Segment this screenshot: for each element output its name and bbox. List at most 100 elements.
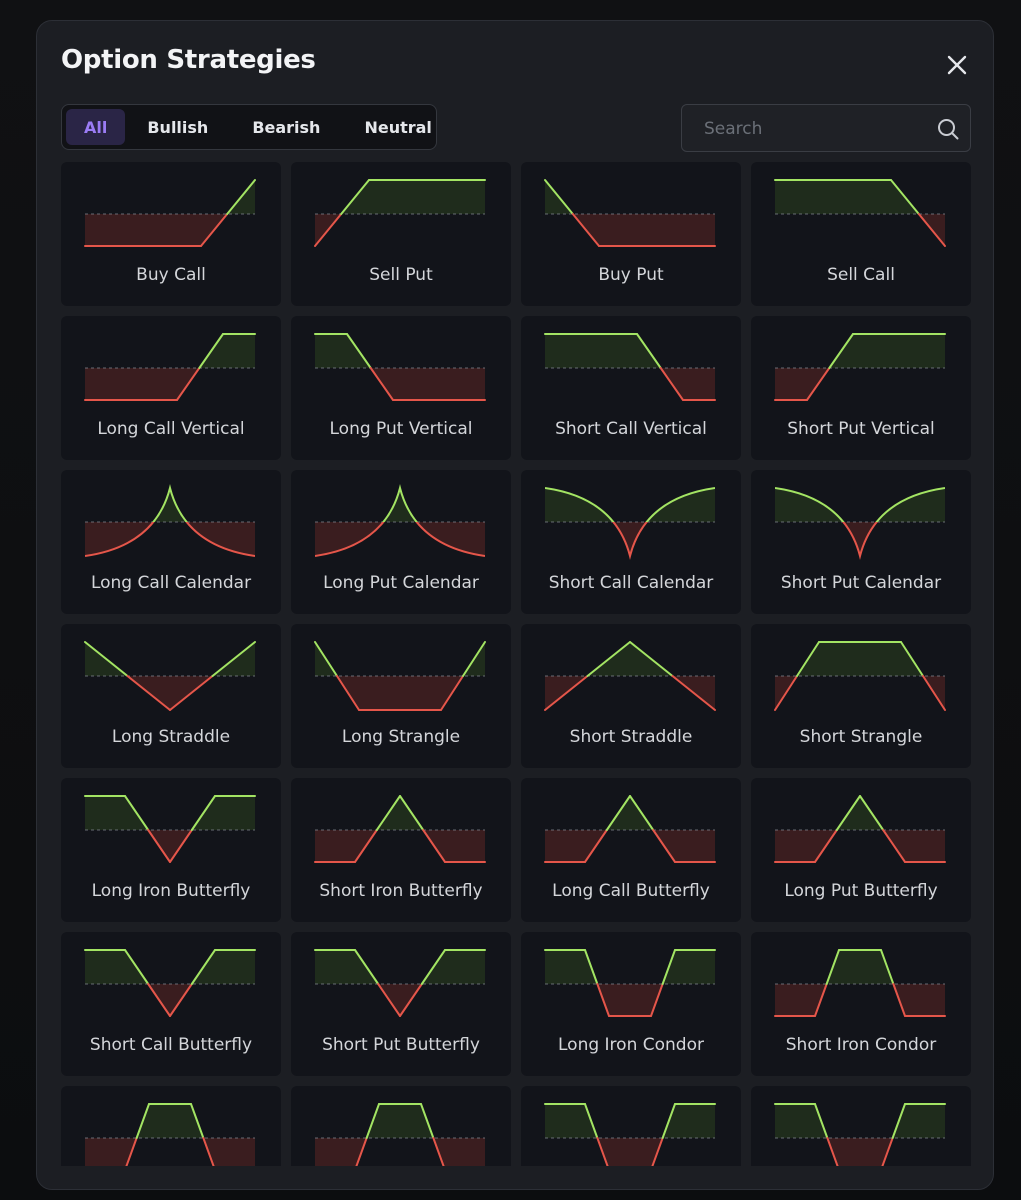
payoff-line-profit — [151, 484, 189, 522]
payoff-line-loss — [584, 829, 608, 863]
payoff-line-loss — [422, 829, 446, 863]
payoff-line-profit — [775, 487, 945, 522]
payoff-line-loss — [377, 983, 401, 1017]
strategy-card[interactable]: Buy Put — [521, 162, 741, 306]
payoff-line-loss — [169, 829, 193, 863]
strategy-card-label: Long Put Calendar — [323, 573, 479, 593]
strategy-card[interactable]: Short Strangle — [751, 624, 971, 768]
strategy-card[interactable]: Long Put Calendar — [291, 470, 511, 614]
strategy-card[interactable]: Short Put Vertical — [751, 316, 971, 460]
loss-area — [315, 830, 485, 862]
payoff-chart-icon — [315, 484, 485, 557]
strategy-card[interactable]: Long Call Vertical — [61, 316, 281, 460]
payoff-chart-icon — [544, 795, 716, 863]
payoff-line-profit — [545, 487, 715, 522]
payoff-line-loss — [826, 1137, 839, 1166]
payoff-line-loss — [596, 1137, 609, 1166]
strategy-card[interactable]: Buy Call — [61, 162, 281, 306]
strategy-card[interactable]: Long Call Butterfly — [521, 778, 741, 922]
profit-area — [315, 642, 485, 676]
payoff-line-profit — [190, 795, 216, 831]
loss-area — [775, 522, 945, 556]
strategy-card[interactable]: Sell Put — [291, 162, 511, 306]
strategy-card[interactable]: Short Iron Butterfly — [291, 778, 511, 922]
payoff-line-loss — [814, 983, 828, 1017]
payoff-chart-icon — [544, 1103, 716, 1166]
loss-area — [85, 522, 255, 556]
strategy-card-label: Long Put Vertical — [329, 419, 473, 439]
strategy-card[interactable]: Short Put Butterfly — [291, 932, 511, 1076]
search-input[interactable] — [682, 105, 946, 153]
strategy-card[interactable] — [751, 1086, 971, 1166]
payoff-line-profit — [629, 641, 674, 677]
strategy-card-label: Buy Call — [136, 265, 206, 285]
search-icon[interactable] — [936, 117, 960, 141]
profit-area — [775, 642, 945, 676]
strategy-card[interactable]: Long Straddle — [61, 624, 281, 768]
strategy-card[interactable]: Short Call Butterfly — [61, 932, 281, 1076]
payoff-chart-icon — [774, 949, 946, 1017]
payoff-chart-icon — [774, 641, 946, 711]
strategy-card[interactable]: Long Iron Condor — [521, 932, 741, 1076]
payoff-chart-icon — [775, 487, 945, 560]
payoff-line-loss — [432, 1137, 445, 1166]
strategy-card[interactable]: Short Call Calendar — [521, 470, 741, 614]
payoff-line-profit — [825, 949, 840, 985]
profit-area — [315, 180, 485, 214]
strategy-card-label: Short Iron Butterfly — [319, 881, 483, 901]
strategy-card-label: Short Straddle — [569, 727, 693, 747]
payoff-line-loss — [882, 829, 906, 863]
strategy-card[interactable]: Short Put Calendar — [751, 470, 971, 614]
profit-area — [315, 488, 485, 522]
loss-area — [545, 676, 715, 710]
payoff-chart-icon — [84, 949, 256, 1017]
strategy-card[interactable]: Short Call Vertical — [521, 316, 741, 460]
payoff-line-profit — [375, 795, 401, 831]
strategy-card[interactable] — [291, 1086, 511, 1166]
payoff-chart-icon — [85, 1103, 255, 1166]
payoff-line-loss — [399, 983, 423, 1017]
option-strategies-modal: Option Strategies All Bullish Bearish Ne… — [36, 20, 994, 1190]
tab-neutral[interactable]: Neutral — [364, 117, 432, 137]
payoff-line-profit — [629, 795, 655, 831]
profit-area — [775, 180, 945, 214]
tab-bullish[interactable]: Bullish — [147, 117, 209, 137]
payoff-line-profit — [586, 641, 631, 677]
strategy-card[interactable] — [521, 1086, 741, 1166]
profit-area — [775, 334, 945, 368]
loss-area — [85, 368, 255, 400]
tab-all[interactable]: All — [66, 109, 126, 145]
payoff-line-profit — [365, 1103, 380, 1139]
payoff-chart-icon — [774, 795, 946, 863]
strategy-card[interactable]: Sell Call — [751, 162, 971, 306]
payoff-line-loss — [202, 1137, 215, 1166]
payoff-line-profit — [584, 949, 599, 985]
loss-area — [85, 830, 255, 862]
payoff-line-profit — [354, 949, 380, 985]
loss-area — [775, 214, 945, 246]
payoff-line-loss — [774, 675, 798, 711]
strategy-card[interactable]: Long Strangle — [291, 624, 511, 768]
strategy-card[interactable]: Short Straddle — [521, 624, 741, 768]
strategy-card[interactable]: Long Put Vertical — [291, 316, 511, 460]
payoff-line-profit — [135, 1103, 150, 1139]
payoff-chart-icon — [315, 1103, 485, 1166]
payoff-line-profit — [346, 333, 372, 369]
strategy-card[interactable] — [61, 1086, 281, 1166]
payoff-line-profit — [605, 795, 631, 831]
tab-bearish[interactable]: Bearish — [252, 117, 321, 137]
strategy-card[interactable]: Long Iron Butterfly — [61, 778, 281, 922]
payoff-line-profit — [124, 795, 150, 831]
strategy-card[interactable]: Long Put Butterfly — [751, 778, 971, 922]
strategy-card-label: Short Call Calendar — [548, 573, 714, 593]
strategy-card[interactable]: Long Call Calendar — [61, 470, 281, 614]
strategy-card[interactable]: Short Iron Condor — [751, 932, 971, 1076]
payoff-chart-icon — [314, 333, 486, 401]
profit-area — [775, 950, 945, 984]
loss-area — [545, 1138, 715, 1166]
payoff-chart-icon — [84, 333, 256, 401]
payoff-line-loss — [355, 1137, 368, 1166]
close-button[interactable] — [943, 51, 971, 79]
strategy-card-label: Long Straddle — [111, 727, 231, 747]
strategy-card-label: Long Call Butterfly — [552, 881, 710, 901]
